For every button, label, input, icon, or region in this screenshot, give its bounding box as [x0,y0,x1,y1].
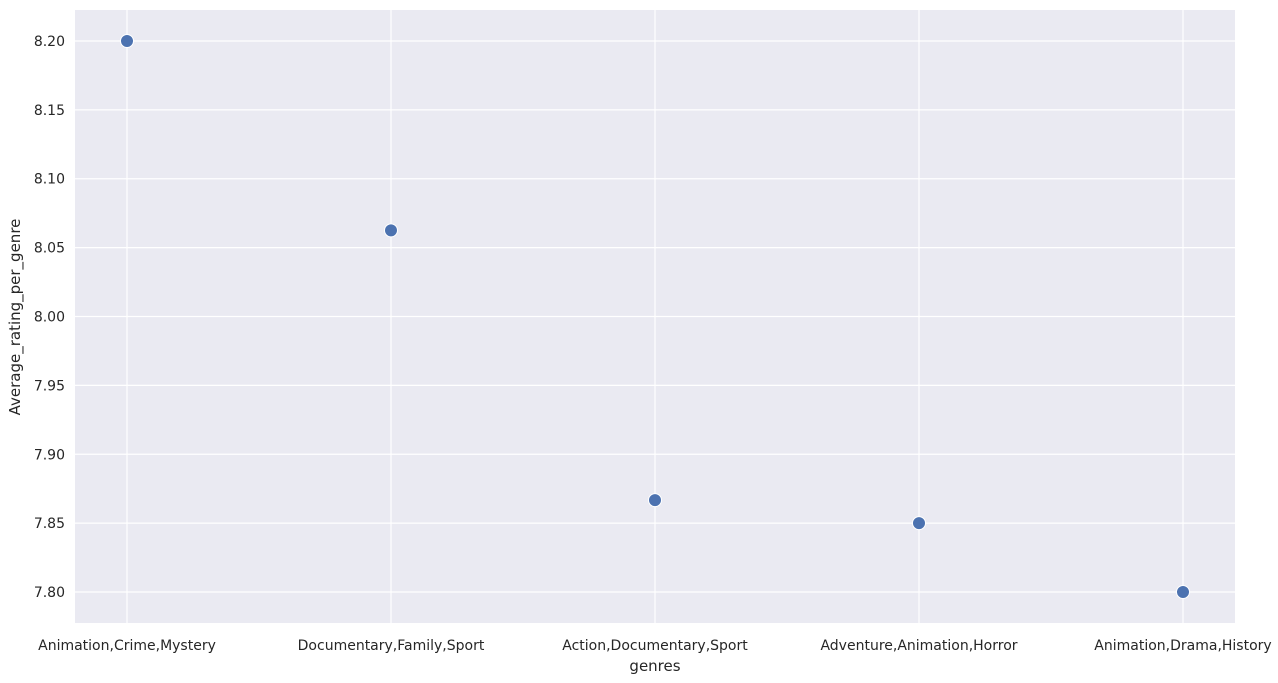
y-tick-label: 8.05 [34,241,65,257]
grid-lines [75,10,1235,623]
x-axis-ticks: Animation,Crime,Mystery Documentary,Famil… [38,638,1272,654]
x-tick-label: Animation,Crime,Mystery [38,638,216,654]
y-tick-label: 7.85 [34,516,65,532]
y-tick-label: 8.20 [34,34,65,50]
data-points [120,33,1190,600]
x-tick-label: Documentary,Family,Sport [298,638,485,654]
y-tick-label: 8.15 [34,103,65,119]
y-tick-label: 8.10 [34,172,65,188]
y-tick-label: 7.80 [34,585,65,601]
y-tick-label: 7.90 [34,447,65,463]
y-axis-label: Average_rating_per_genre [6,219,25,416]
x-tick-label: Action,Documentary,Sport [562,638,748,654]
y-tick-label: 8.00 [34,310,65,326]
x-tick-label: Adventure,Animation,Horror [820,638,1017,654]
data-point [384,223,398,238]
x-axis-label: genres [629,657,680,675]
y-tick-label: 7.95 [34,378,65,394]
data-point [912,516,926,531]
y-axis-ticks: 7.80 7.85 7.90 7.95 8.00 8.05 8.10 8.15 8.20 [34,34,65,601]
data-point [648,493,662,508]
data-point [120,33,134,48]
data-point [1176,585,1190,600]
x-tick-label: Animation,Drama,History [1094,638,1271,654]
